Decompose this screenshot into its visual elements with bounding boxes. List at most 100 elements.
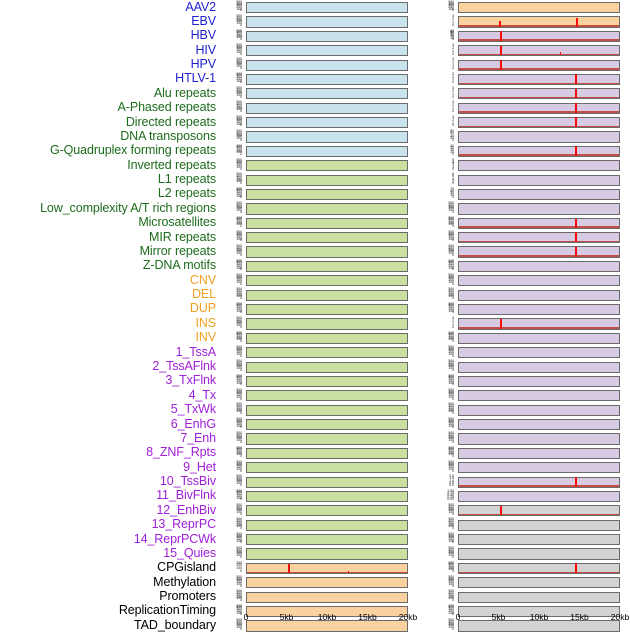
track-row[interactable] — [458, 447, 620, 459]
track-row[interactable] — [458, 318, 620, 330]
track-row[interactable] — [246, 232, 408, 244]
yaxis-tick-label: 300 — [448, 362, 454, 367]
track-row[interactable] — [246, 117, 408, 129]
track-row[interactable] — [458, 562, 620, 574]
yaxis-tick-label: 500 — [448, 445, 454, 450]
track-row[interactable] — [246, 318, 408, 330]
track-row[interactable] — [246, 2, 408, 14]
track-row[interactable] — [458, 203, 620, 215]
yaxis-tick-label: 200 — [236, 594, 242, 599]
track-row[interactable] — [246, 174, 408, 186]
track-row[interactable] — [246, 203, 408, 215]
track-row[interactable] — [246, 102, 408, 114]
track-row[interactable] — [246, 59, 408, 71]
track-row[interactable] — [458, 577, 620, 589]
track-row[interactable] — [246, 30, 408, 42]
yaxis-tick-label: 6 — [452, 174, 454, 179]
track-row[interactable] — [458, 174, 620, 186]
track-row[interactable] — [458, 519, 620, 531]
track-row[interactable] — [246, 16, 408, 28]
track-row[interactable] — [246, 88, 408, 100]
yaxis-tick-label: 0 — [240, 209, 242, 214]
track-row[interactable] — [458, 30, 620, 42]
track-row[interactable] — [458, 419, 620, 431]
track-row[interactable] — [458, 332, 620, 344]
track-row[interactable] — [458, 88, 620, 100]
track-row[interactable] — [458, 462, 620, 474]
yaxis-tick-label: 500 — [236, 373, 242, 378]
track-row[interactable] — [458, 73, 620, 86]
track-row[interactable] — [246, 419, 408, 431]
yaxis-tick-label: 300 — [236, 290, 242, 295]
track-row[interactable] — [458, 260, 620, 273]
track-row[interactable] — [458, 2, 620, 14]
yaxis-ticks: 2.0 1.5 1.0 0.5 0.0 — [434, 475, 456, 488]
track-row[interactable] — [246, 490, 408, 503]
track-row[interactable] — [246, 347, 408, 359]
track-row[interactable] — [458, 117, 620, 129]
track-row[interactable] — [458, 390, 620, 402]
track-row[interactable] — [458, 303, 620, 316]
track-row[interactable] — [458, 217, 620, 229]
track-row[interactable] — [246, 145, 408, 157]
track-row[interactable] — [458, 375, 620, 388]
track-row[interactable] — [246, 505, 408, 517]
track-row[interactable] — [246, 534, 408, 546]
track-row[interactable] — [458, 505, 620, 517]
track-row[interactable] — [458, 160, 620, 172]
track-row[interactable] — [458, 188, 620, 201]
track-row[interactable] — [246, 73, 408, 86]
track-row[interactable] — [246, 476, 408, 488]
track-row[interactable] — [246, 361, 408, 373]
yaxis-tick-label: 200 — [448, 306, 454, 311]
track-row[interactable] — [246, 160, 408, 172]
track-row[interactable] — [458, 361, 620, 373]
yaxis-ticks: 80 60 40 20 0 — [434, 129, 456, 142]
track-row[interactable] — [246, 390, 408, 402]
track-row[interactable] — [246, 275, 408, 287]
track-row[interactable] — [246, 303, 408, 316]
track-row[interactable] — [458, 347, 620, 359]
track-row[interactable] — [246, 217, 408, 229]
track-row[interactable] — [246, 577, 408, 589]
yaxis-tick-label: 500 — [236, 129, 242, 134]
track-row[interactable] — [246, 447, 408, 459]
track-row[interactable] — [246, 519, 408, 531]
track-row[interactable] — [458, 490, 620, 503]
track-row[interactable] — [458, 534, 620, 546]
track-row[interactable] — [458, 232, 620, 244]
yaxis-tick-label: 0 — [452, 626, 454, 631]
track-row[interactable] — [458, 246, 620, 258]
track-row[interactable] — [246, 332, 408, 344]
track-row[interactable] — [458, 102, 620, 114]
track-row[interactable] — [458, 131, 620, 143]
yaxis-tick-label: 100 — [448, 294, 454, 299]
track-row[interactable] — [458, 591, 620, 603]
track-row[interactable] — [458, 476, 620, 488]
track-row[interactable] — [246, 45, 408, 57]
yaxis-tick-label: 400 — [448, 346, 454, 351]
track-row[interactable] — [246, 375, 408, 388]
track-row[interactable] — [458, 404, 620, 416]
track-row[interactable] — [246, 246, 408, 258]
track-row[interactable] — [246, 591, 408, 603]
track-row[interactable] — [246, 433, 408, 445]
track-row[interactable] — [246, 562, 408, 574]
track-row[interactable] — [246, 548, 408, 560]
track-row[interactable] — [458, 275, 620, 287]
track-row[interactable] — [458, 59, 620, 71]
track-row[interactable] — [458, 16, 620, 28]
track-row[interactable] — [458, 289, 620, 301]
track-row[interactable] — [246, 605, 408, 618]
track-row[interactable] — [246, 260, 408, 273]
track-row[interactable] — [246, 131, 408, 143]
track-row[interactable] — [458, 548, 620, 560]
track-row[interactable] — [246, 404, 408, 416]
track-row[interactable] — [246, 289, 408, 301]
track-row[interactable] — [458, 433, 620, 445]
track-row[interactable] — [246, 188, 408, 201]
track-row[interactable] — [458, 145, 620, 157]
track-row[interactable] — [458, 605, 620, 618]
track-row[interactable] — [246, 462, 408, 474]
track-row[interactable] — [458, 45, 620, 57]
